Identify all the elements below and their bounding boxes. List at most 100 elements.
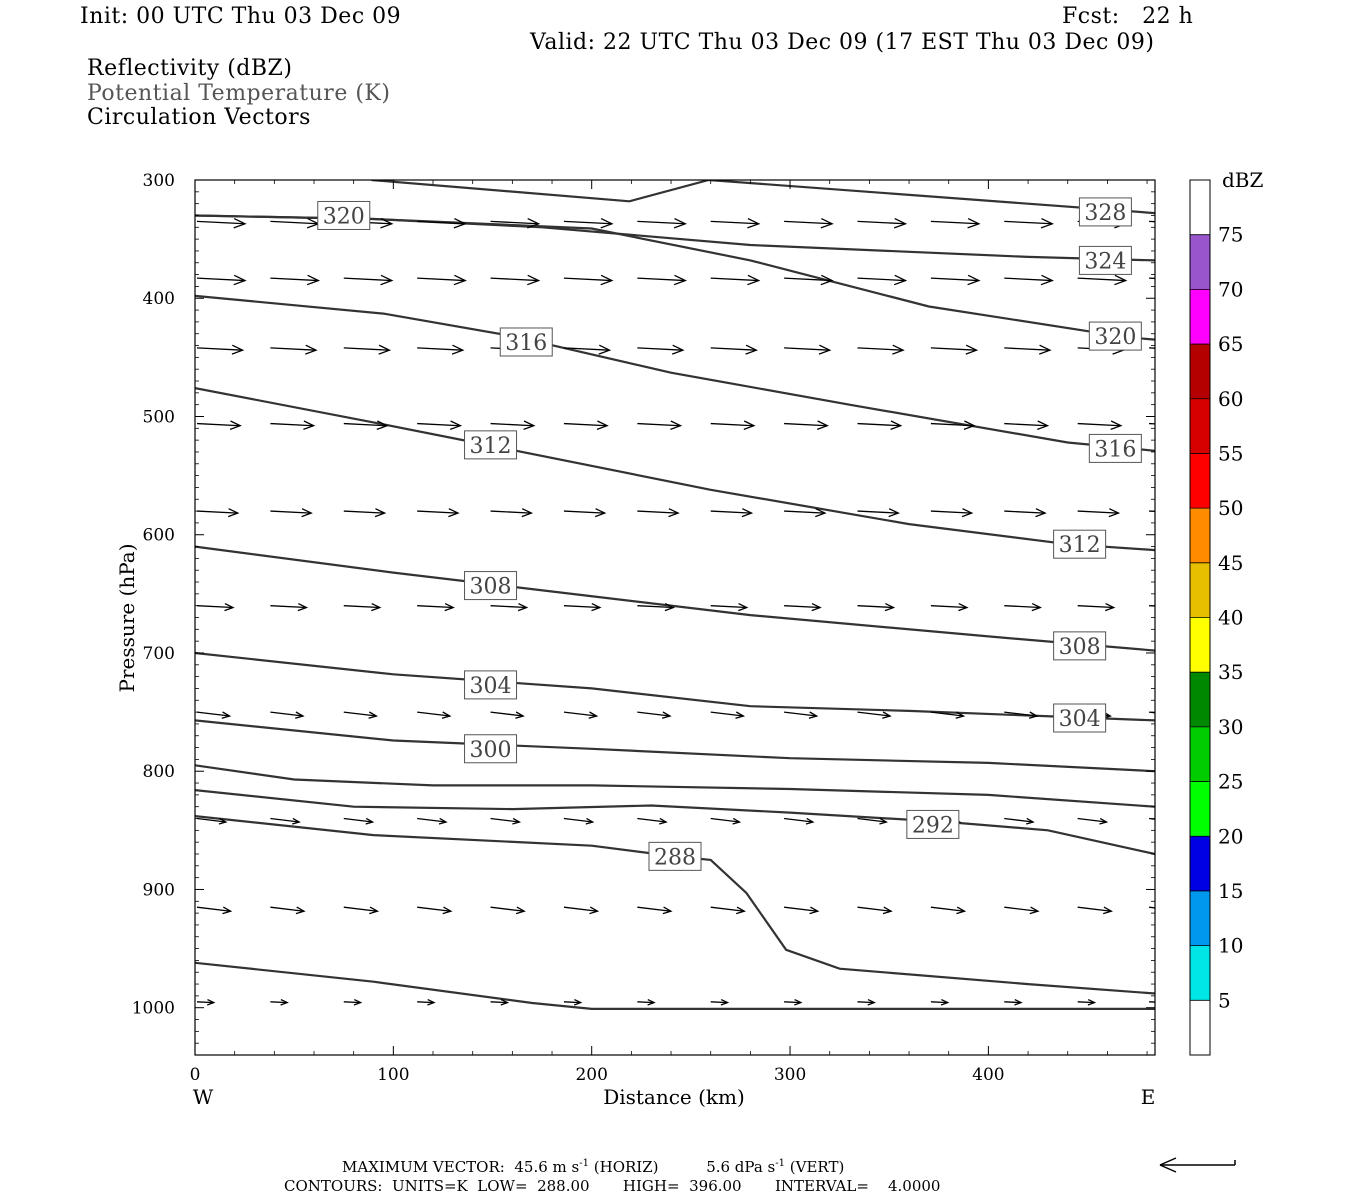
circulation-vector: [1148, 906, 1155, 909]
circulation-vector: [637, 906, 673, 915]
circulation-vector: [196, 817, 228, 825]
field-circulation-vectors: Circulation Vectors: [87, 105, 311, 130]
circulation-vector: [784, 906, 820, 915]
circulation-vector: [710, 508, 754, 518]
theta-contour-312: [195, 387, 1155, 552]
circulation-vector: [196, 906, 233, 915]
circulation-vector: [857, 218, 908, 229]
horiz-tag: (HORIZ): [593, 1158, 659, 1176]
contour-label: 328: [1078, 197, 1132, 227]
circulation-vector: [1004, 999, 1023, 1006]
circulation-vector: [1149, 1001, 1155, 1003]
x-tick-label: 100: [377, 1065, 409, 1085]
circulation-vector: [1077, 274, 1128, 286]
circulation-vector: [710, 999, 730, 1006]
contour-label-text: 300: [470, 738, 512, 763]
theta-contour-316: [195, 294, 1155, 452]
circulation-vector: [1004, 218, 1054, 229]
max-vector-line: MAXIMUM VECTOR: 45.6 m s-1 (HORIZ) 5.6 d…: [342, 1158, 844, 1176]
max-vector-horiz: MAXIMUM VECTOR: 45.6 m s: [342, 1158, 580, 1176]
circulation-vector: [784, 711, 819, 719]
circulation-vector: [563, 999, 583, 1006]
contour-label: 288: [648, 841, 702, 871]
contour-label: 312: [464, 430, 518, 460]
contour-label-text: 316: [505, 331, 547, 356]
contour-label: 312: [1053, 529, 1107, 559]
circulation-vector: [637, 218, 687, 229]
circulation-vector: [637, 711, 672, 719]
circulation-vector: [563, 218, 614, 229]
x-tick-label: 200: [575, 1065, 607, 1085]
circulation-vector: [490, 420, 536, 431]
reference-vector: [1159, 1157, 1236, 1173]
circulation-vector: [270, 218, 321, 229]
colorbar-swatch: [1190, 398, 1210, 454]
circulation-vector: [784, 508, 827, 518]
circulation-vector: [563, 906, 600, 915]
circulation-vector: [270, 603, 309, 612]
circulation-vector: [417, 999, 436, 1006]
contour-label: 308: [464, 571, 518, 601]
plot-frame: [194, 179, 1156, 1056]
circulation-vector: [637, 817, 668, 825]
vert-unit-exp: -1: [775, 1158, 785, 1169]
circulation-vector: [270, 344, 318, 355]
circulation-vector: [710, 420, 756, 431]
circulation-vector: [563, 603, 602, 612]
colorbar-label: 70: [1218, 277, 1243, 301]
x-left-label: W: [193, 1085, 214, 1109]
colorbar-label: 15: [1218, 879, 1243, 903]
contour-label-text: 308: [1059, 635, 1101, 660]
circulation-vector: [637, 420, 683, 431]
colorbar-label: 20: [1218, 824, 1243, 848]
circulation-vector: [1004, 817, 1035, 825]
circulation-vector: [1004, 344, 1052, 355]
circulation-vector: [563, 344, 612, 355]
circulation-vector: [563, 508, 607, 518]
colorbar-label: 35: [1218, 660, 1243, 684]
theta-contour-320: [195, 214, 1155, 341]
x-tick-label: 400: [972, 1065, 1004, 1085]
circulation-vector: [1004, 603, 1042, 612]
circulation-vector: [1004, 906, 1040, 915]
contour-label-text: 292: [912, 813, 954, 838]
circulation-vector: [1148, 711, 1155, 714]
circulation-vector: [1077, 420, 1123, 431]
circulation-vector: [637, 274, 687, 286]
colorbar-label: 75: [1218, 223, 1243, 247]
circulation-vector: [857, 603, 896, 612]
circulation-vector: [1149, 347, 1155, 349]
colorbar: 5 10 15 20 25 30 35 40 45 50 55 60 65 70 75 dBZ: [1189, 168, 1264, 1056]
circulation-vector: [1077, 999, 1097, 1006]
circulation-vector: [1004, 711, 1039, 719]
circulation-vector: [196, 420, 242, 431]
contour-label-text: 320: [1094, 325, 1136, 350]
colorbar-label: 45: [1218, 551, 1243, 575]
circulation-vector: [343, 420, 389, 431]
circulation-vector: [343, 906, 380, 915]
contour-label: 320: [317, 200, 371, 230]
circulation-vector: [563, 274, 614, 286]
circulation-vector: [196, 508, 240, 518]
colorbar-swatch: [1190, 453, 1210, 509]
theta-contour-308: [195, 545, 1155, 652]
circulation-vector: [1077, 817, 1109, 825]
circulation-vector: [857, 999, 876, 1006]
contour-label: 300: [464, 734, 518, 764]
theta-contour-288: [195, 815, 1155, 995]
circulation-vector: [930, 420, 976, 431]
circulation-vector: [196, 218, 247, 229]
circulation-vector: [270, 817, 301, 825]
colorbar-label: 65: [1218, 332, 1243, 356]
circulation-vector: [710, 274, 761, 286]
circulation-vector: [1004, 508, 1047, 518]
circulation-vector: [490, 218, 541, 229]
circulation-vector: [196, 344, 245, 355]
circulation-vector: [930, 508, 974, 518]
colorbar-swatch: [1190, 180, 1210, 235]
circulation-vector: [857, 906, 893, 915]
circulation-vector: [490, 817, 522, 825]
contour-label-text: 304: [1059, 707, 1101, 732]
colorbar-label: 60: [1218, 387, 1243, 411]
circulation-vector: [343, 817, 375, 825]
